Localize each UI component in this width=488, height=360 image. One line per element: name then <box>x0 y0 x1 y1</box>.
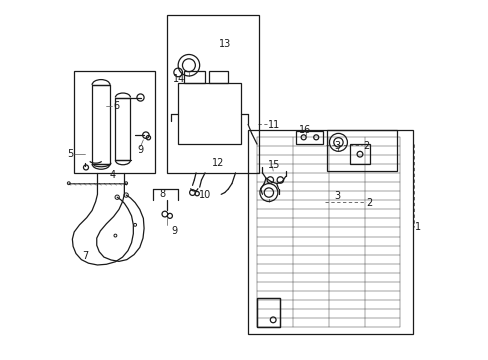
Text: 16: 16 <box>298 125 310 135</box>
Text: 3: 3 <box>333 191 340 201</box>
Bar <box>247 130 412 334</box>
Bar <box>349 144 369 164</box>
Text: 5: 5 <box>67 149 73 159</box>
Text: 12: 12 <box>212 158 224 168</box>
Text: 10: 10 <box>198 190 210 200</box>
Text: 7: 7 <box>82 251 89 261</box>
Bar <box>74 71 155 173</box>
Text: 11: 11 <box>267 121 280 130</box>
Bar <box>92 85 110 164</box>
Bar <box>115 98 130 160</box>
Bar <box>326 130 396 171</box>
Text: 6: 6 <box>113 102 119 112</box>
Text: 2: 2 <box>363 141 369 151</box>
Bar <box>167 15 258 173</box>
Bar <box>296 131 323 144</box>
Text: 4: 4 <box>109 170 115 180</box>
Text: 1: 1 <box>414 222 421 231</box>
Text: 8: 8 <box>159 189 165 199</box>
Bar <box>257 298 280 327</box>
Text: 9: 9 <box>137 144 143 154</box>
Text: 3: 3 <box>333 140 340 150</box>
Text: 14: 14 <box>173 73 185 84</box>
Bar <box>208 71 228 83</box>
Text: 9: 9 <box>171 226 177 236</box>
Text: 2: 2 <box>366 198 372 208</box>
Bar <box>257 298 280 327</box>
Text: 13: 13 <box>218 40 230 49</box>
Text: 15: 15 <box>267 159 280 170</box>
Bar <box>183 71 204 83</box>
Bar <box>178 83 241 144</box>
